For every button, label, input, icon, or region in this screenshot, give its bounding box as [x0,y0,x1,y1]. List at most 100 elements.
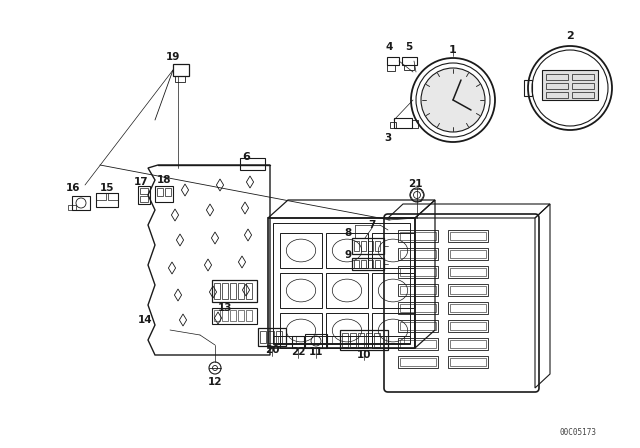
Bar [260,331,266,343]
Bar [273,223,410,343]
Bar [448,284,488,296]
Bar [372,313,414,348]
Bar [96,193,118,207]
Bar [400,286,436,294]
Bar [238,283,244,299]
Bar [214,310,220,321]
Bar [212,308,257,324]
Bar [375,241,380,251]
Bar [292,336,304,348]
Bar [354,241,359,251]
Bar [398,266,438,278]
Bar [450,358,486,366]
Bar [546,74,568,80]
Bar [352,238,384,254]
Bar [222,310,228,321]
Bar [546,83,568,89]
Bar [400,340,436,348]
Bar [412,120,418,128]
Text: 18: 18 [157,175,172,185]
Text: 10: 10 [356,350,371,360]
Bar [374,333,380,347]
Bar [448,266,488,278]
Text: 15: 15 [100,183,115,193]
Bar [96,193,106,200]
Bar [450,340,486,348]
Bar [450,268,486,276]
Bar [448,302,488,314]
Text: 00C05173: 00C05173 [559,427,596,436]
Bar [572,83,594,89]
Bar [342,333,348,347]
Bar [222,283,228,299]
Text: 5: 5 [405,42,413,52]
Bar [400,304,436,312]
Bar [140,196,148,202]
Bar [450,250,486,258]
Bar [165,188,171,196]
Bar [350,333,356,347]
Text: 7: 7 [368,220,376,230]
Bar [402,57,417,65]
Bar [361,241,366,251]
Bar [361,260,366,268]
Bar [68,205,76,210]
Bar [155,186,173,202]
Bar [326,233,368,268]
Text: 4: 4 [385,42,393,52]
Bar [354,260,359,268]
Bar [448,320,488,332]
Bar [276,331,282,343]
Bar [246,310,252,321]
Bar [258,328,286,346]
Bar [280,233,322,268]
Text: 2: 2 [566,31,574,41]
Bar [572,92,594,98]
Bar [157,188,163,196]
Bar [524,80,532,96]
Bar [230,310,236,321]
Bar [230,283,236,299]
Bar [326,313,368,348]
Bar [387,57,399,65]
Text: 1: 1 [449,45,457,55]
Bar [448,248,488,260]
Text: 6: 6 [242,152,250,162]
Text: 16: 16 [66,183,80,193]
Bar [273,336,410,344]
Bar [140,188,148,194]
Bar [400,322,436,330]
Circle shape [421,68,485,132]
Bar [542,70,598,100]
Bar [450,304,486,312]
Bar [238,310,244,321]
Bar [340,330,388,350]
Bar [394,118,412,128]
Bar [368,241,373,251]
Bar [352,258,384,270]
Text: 12: 12 [208,377,222,387]
Bar [368,260,373,268]
Bar [398,230,438,242]
Text: 19: 19 [166,52,180,62]
Bar [305,334,327,348]
Bar [404,65,414,70]
Bar [400,232,436,240]
Bar [372,233,414,268]
Bar [372,273,414,308]
Bar [246,283,252,299]
Text: 22: 22 [291,347,305,357]
Text: 8: 8 [345,228,352,238]
Text: 11: 11 [308,347,323,357]
Bar [214,283,220,299]
Bar [268,331,274,343]
Bar [358,333,364,347]
Bar [387,65,395,71]
Bar [326,273,368,308]
Bar [398,248,438,260]
Bar [450,286,486,294]
Bar [138,186,150,204]
Bar [175,76,185,82]
Bar [450,322,486,330]
Bar [398,320,438,332]
